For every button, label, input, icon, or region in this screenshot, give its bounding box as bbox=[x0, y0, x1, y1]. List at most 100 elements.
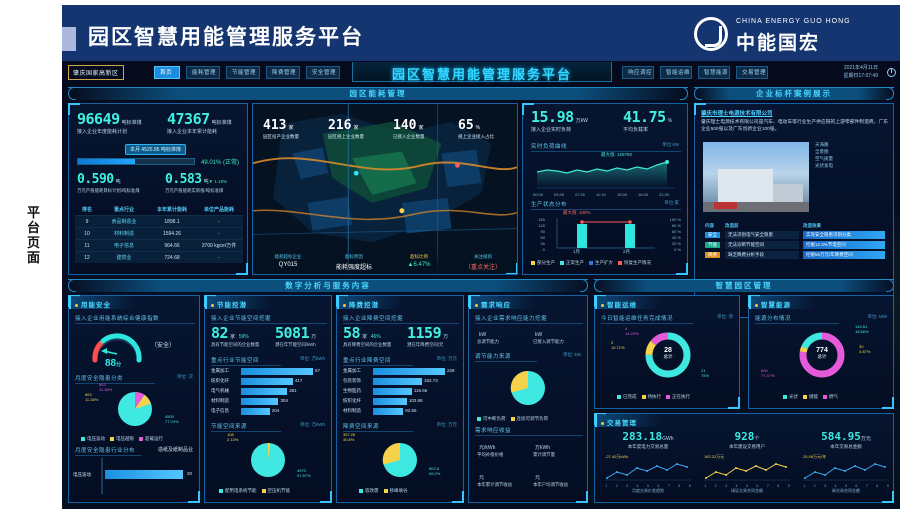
section-title-zone: 智慧园区管理 bbox=[715, 281, 773, 290]
map-kpi-2-unit: 家 bbox=[418, 125, 424, 131]
case-cell-before: 无法识别电气安全隐患 bbox=[723, 230, 801, 240]
bar-value: 92.55 bbox=[405, 408, 417, 413]
ops-donut-chart bbox=[645, 332, 691, 378]
legend-swatch-icon bbox=[359, 488, 363, 493]
industry-table: 排名 重点行业 本年累计能耗 单位产品能耗 9 食品制造业 1898.1-10 材料制… bbox=[75, 204, 243, 263]
legend-swatch-icon bbox=[510, 416, 515, 421]
legend-item: 已完成 bbox=[617, 394, 637, 399]
bar-fill bbox=[373, 388, 412, 395]
clock-date: 2021年4月11日 bbox=[843, 65, 878, 71]
panel-park-map[interactable]: 413 家 园区投产企业数量 216 家 园区规上企业数量 140 家 已接入企业数量… bbox=[252, 103, 518, 275]
legend-item: 连续可调节负荷 bbox=[510, 416, 548, 421]
prod-x-1: 2月 bbox=[623, 249, 631, 254]
legend-swatch-icon bbox=[783, 394, 787, 399]
legend-swatch-icon bbox=[81, 436, 85, 441]
nav-item-trade[interactable]: 交易管理 bbox=[736, 66, 768, 79]
demand-sub3: 需求响应收益 bbox=[475, 426, 583, 436]
table-cell-2: 724.68 bbox=[149, 251, 195, 263]
case-cell-after: 挖掘56万元/年降费空间 bbox=[801, 250, 887, 260]
bar-fill bbox=[241, 408, 270, 415]
case-tag: 安全 bbox=[705, 232, 720, 238]
fee-amount: 1159 bbox=[407, 324, 442, 342]
table-row[interactable]: 12 建筑业 724.68- bbox=[75, 251, 243, 263]
trade-xtick: 1 bbox=[605, 484, 608, 488]
energy-plan-unit: 吨标准煤 bbox=[121, 120, 142, 126]
intensity-actual-label: 万元产值能耗实际值/吨标准煤 bbox=[165, 188, 224, 193]
nav-item-smart-energy[interactable]: 智慧能源 bbox=[698, 66, 730, 79]
panel-realtime-load: 15.98 万kW 接入企业实时负荷 41.75% 平均负载率 实时负荷曲线 单位… bbox=[522, 103, 688, 275]
fee-sub2: 重点行业降费空间 bbox=[343, 356, 413, 366]
ops-unit1: 单位: 项 bbox=[716, 314, 733, 319]
prod-ytick: 60 bbox=[540, 235, 545, 240]
demand-item-3-label: 本年户均调节收益 bbox=[533, 482, 569, 487]
nav-item-saving[interactable]: 节能管理 bbox=[226, 66, 260, 79]
fee-count-unit: 家 bbox=[362, 334, 368, 340]
energysrc-label-0: 144.51 18.66% bbox=[855, 324, 869, 334]
trade-xaxis: 1 2 3 4 5 6 7 8 9 bbox=[799, 484, 893, 488]
nav-item-ops[interactable]: 智能运维 bbox=[660, 66, 692, 79]
nav-item-response[interactable]: 响应调控 bbox=[622, 66, 654, 79]
demand-item-0-label: 平均补偿价格 bbox=[477, 452, 504, 457]
saving-count-label: 具有节能空间的企业数量 bbox=[211, 342, 260, 347]
trade-xtick: 8 bbox=[876, 484, 879, 488]
trade-xtick: 3 bbox=[626, 484, 629, 488]
trade-xtick: 4 bbox=[834, 484, 837, 488]
table-cell-2: 1898.1 bbox=[149, 215, 195, 228]
brand-chinese: 中能国宏 bbox=[736, 32, 821, 54]
case-company: 肇庆市理士电源技术有限公司 bbox=[701, 111, 773, 117]
col-industry: 重点行业 bbox=[113, 207, 134, 213]
demand-item-0-unit: 元/kWh bbox=[479, 445, 496, 451]
saving-pie-label-0: 4973 97.87% bbox=[297, 468, 311, 478]
trade-xtick: 9 bbox=[787, 484, 790, 488]
legend-swatch-icon bbox=[589, 260, 593, 265]
prod-ytick: 30 bbox=[540, 241, 545, 246]
nav-item-home[interactable]: 首页 bbox=[154, 66, 180, 79]
legend-item: 移峰填谷 bbox=[383, 488, 408, 493]
legend-item: 部分生产 bbox=[531, 260, 555, 265]
trade-title: 交易管理 bbox=[607, 419, 637, 427]
nav-item-energy[interactable]: 能耗管理 bbox=[186, 66, 220, 79]
bar-row: 金属加工 228 bbox=[343, 368, 459, 375]
fee-title-wrap: 降费挖潜 bbox=[343, 299, 379, 309]
legend-swatch-icon bbox=[666, 394, 670, 399]
map-kpi-0-label: 园区投产企业数量 bbox=[263, 134, 299, 139]
trade-sparkline bbox=[704, 463, 790, 481]
bar-row: 电气机械 381 bbox=[211, 388, 327, 395]
legend-swatch-icon bbox=[803, 394, 807, 399]
demand-kpi-1-unit: kW bbox=[535, 332, 543, 338]
safety-pie-label-0: 4500 77.24% bbox=[165, 414, 179, 424]
ops-legend: 已完成 待执行 正在执行 bbox=[617, 394, 695, 400]
nav-item-fee[interactable]: 降费管理 bbox=[266, 66, 300, 79]
region-selector[interactable]: 肇庆国家高新区 bbox=[68, 65, 124, 80]
map-foot-2: 超标比例 ▲6.47% bbox=[389, 254, 449, 268]
map-foot-0-head: 能耗超标企业 bbox=[274, 254, 302, 259]
saving-title-wrap: 节能挖潜 bbox=[211, 299, 247, 309]
map-kpi-2-label: 已接入企业数量 bbox=[393, 134, 425, 139]
bar-value: 116.66 bbox=[413, 388, 428, 393]
prod-ytick: 60 % bbox=[671, 229, 681, 234]
bar-label: 包装装饰 bbox=[343, 378, 361, 383]
case-cell-after: 实现安全隐患识别分类 bbox=[801, 230, 887, 240]
fee-bar-list: 金属加工 228 包装装饰 152.73 生物医药 116.66 纺织化纤 102.68 材料制… bbox=[343, 368, 459, 418]
nav-item-safety[interactable]: 安全管理 bbox=[306, 66, 340, 79]
fee-legend: 容改需 移峰填谷 bbox=[359, 488, 413, 494]
trade-xtick: 4 bbox=[735, 484, 738, 488]
saving-count: 82 bbox=[211, 324, 229, 342]
load-rate-value: 41.75 bbox=[623, 108, 666, 126]
power-icon[interactable] bbox=[887, 68, 896, 77]
safety-pie-chart bbox=[118, 392, 152, 426]
case-cell-before: 无法诊断节能空间 bbox=[723, 240, 801, 250]
map-foot-1-head: 超标原因 bbox=[345, 254, 363, 259]
demand-sub2: 调节能力来源 bbox=[475, 352, 537, 362]
case-row: 降费 缺乏降费分析手段 挖掘56万元/年降费空间 bbox=[703, 250, 887, 260]
table-row[interactable]: 11 电子信息 964.66 3700 kgce/万件 bbox=[75, 239, 243, 252]
table-row[interactable]: 10 材料制造 1594.26- bbox=[75, 227, 243, 240]
legend-item: 光伏 bbox=[783, 394, 798, 399]
table-row[interactable]: 9 食品制造业 1898.1- bbox=[75, 215, 243, 228]
saving-pct: 59% bbox=[238, 334, 249, 340]
safety-bar-axis bbox=[101, 458, 103, 494]
load-xtick: 11:15 bbox=[596, 192, 606, 197]
prod-ytick: 80 % bbox=[671, 223, 681, 228]
trade-xtick: 2 bbox=[615, 484, 618, 488]
table-cell-0: 10 bbox=[75, 227, 99, 240]
